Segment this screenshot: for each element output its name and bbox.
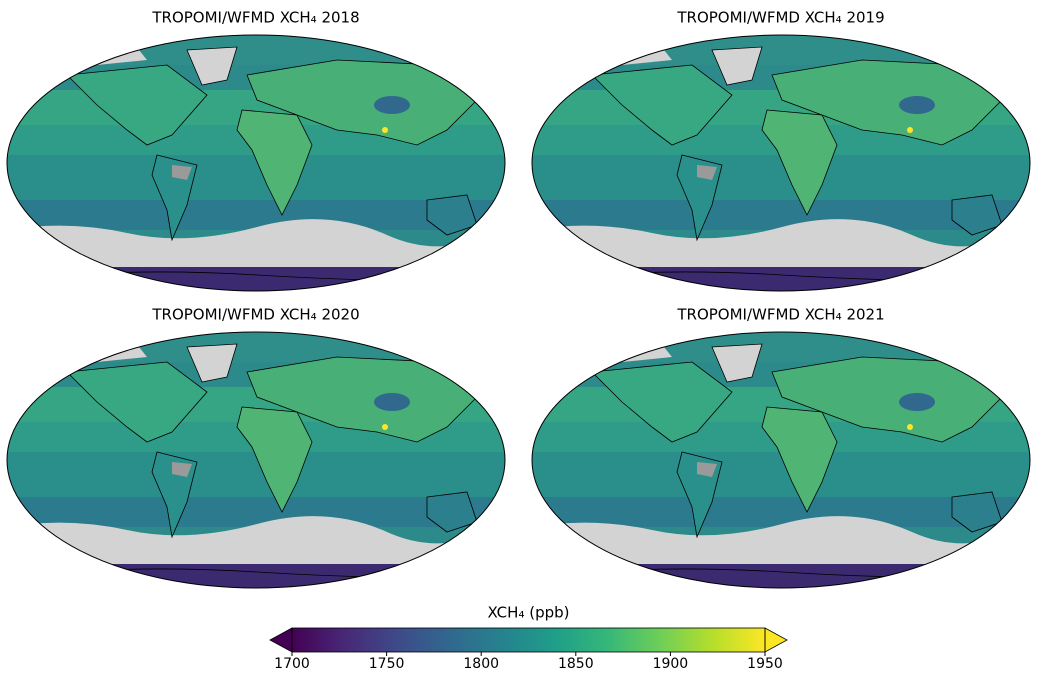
map <box>532 35 1032 297</box>
map <box>7 35 507 297</box>
colorbar-tick-label: 1700 <box>274 656 310 669</box>
colorbar-tick-label: 1900 <box>653 656 689 669</box>
colorbar-tick-label: 1800 <box>463 656 499 669</box>
panel-title: TROPOMI/WFMD XCH₄ 2021 <box>676 306 884 324</box>
colorbar-tick-label: 1850 <box>558 656 594 669</box>
panel-title: TROPOMI/WFMD XCH₄ 2018 <box>151 9 359 27</box>
colorbar-extend-min <box>269 627 293 653</box>
colorbar-extend-max <box>764 627 788 653</box>
colorbar <box>292 628 765 652</box>
colorbar-tick-label: 1750 <box>369 656 405 669</box>
colorbar-label: XCH₄ (ppb) <box>488 604 570 622</box>
colorbar-frame <box>291 627 766 653</box>
map <box>532 332 1032 594</box>
map <box>7 332 507 594</box>
panel-title: TROPOMI/WFMD XCH₄ 2020 <box>151 306 359 324</box>
panel-title: TROPOMI/WFMD XCH₄ 2019 <box>676 9 884 27</box>
colorbar-tick-label: 1950 <box>747 656 783 669</box>
